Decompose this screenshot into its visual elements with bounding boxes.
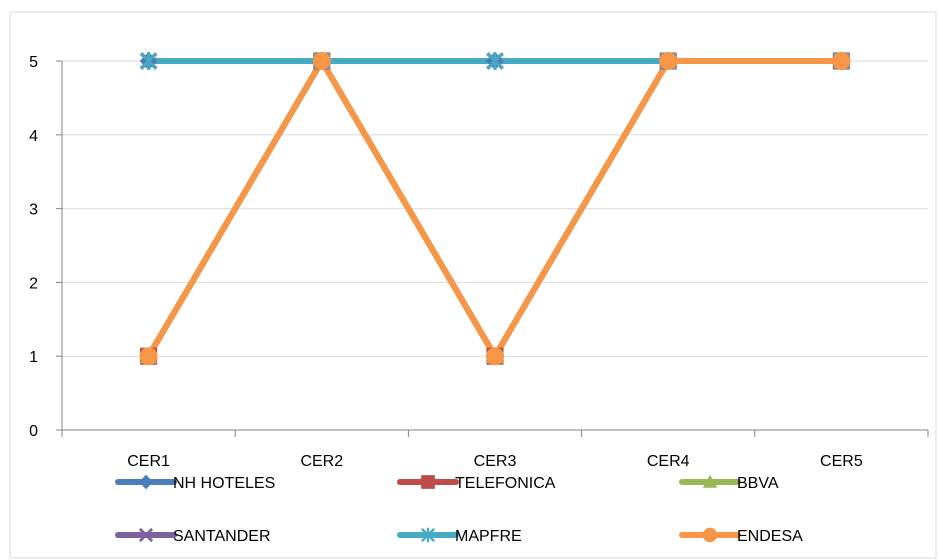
legend-entry-santander: SANTANDER [115, 527, 271, 545]
legend-marker [702, 474, 718, 488]
legend-marker [421, 475, 435, 489]
legend-entry-bbva: BBVA [679, 474, 779, 492]
x-tick-label: CER2 [300, 453, 343, 470]
data-point-endesa [832, 52, 851, 70]
legend-marker [702, 527, 718, 543]
y-tick-label: 2 [29, 275, 38, 292]
y-tick-label: 0 [29, 423, 38, 440]
legend-entry-telefonica: TELEFONICA [397, 475, 556, 492]
legend-label: MAPFRE [455, 528, 522, 545]
y-tick-label: 4 [29, 128, 38, 145]
legend-label: ENDESA [737, 528, 803, 545]
y-tick-label: 5 [29, 54, 38, 71]
legend-marker [138, 474, 154, 490]
legend-label: BBVA [737, 475, 779, 492]
legend-entry-mapfre: MAPFRE [397, 527, 522, 545]
legend-label: TELEFONICA [455, 475, 556, 492]
x-tick-label: CER5 [820, 453, 863, 470]
data-point-endesa [139, 347, 158, 366]
legend-marker [138, 527, 154, 543]
legend: NH HOTELES TELEFONICA BBVA SANTANDER MAPFRE E… [115, 474, 803, 545]
series-markers [139, 52, 851, 366]
y-tick-label: 3 [29, 202, 38, 219]
data-point-mapfre [486, 52, 504, 70]
legend-entry-nh-hoteles: NH HOTELES [115, 474, 275, 492]
data-point-mapfre [139, 52, 158, 70]
legend-label: NH HOTELES [173, 475, 275, 492]
legend-marker [421, 527, 435, 543]
x-tick-label: CER3 [474, 453, 517, 470]
x-tick-label: CER1 [127, 453, 170, 470]
legend-entry-endesa: ENDESA [679, 527, 803, 545]
data-point-endesa [312, 52, 331, 70]
chart-area-border [9, 11, 937, 559]
x-tick-label: CER4 [647, 453, 690, 470]
data-point-endesa [659, 52, 678, 70]
axes: 0 1 2 3 4 5 CER1 CER2 CER3 CER4 CER5 [29, 54, 929, 470]
data-point-endesa [486, 347, 504, 366]
y-tick-label: 1 [29, 349, 38, 366]
legend-label: SANTANDER [173, 528, 271, 545]
